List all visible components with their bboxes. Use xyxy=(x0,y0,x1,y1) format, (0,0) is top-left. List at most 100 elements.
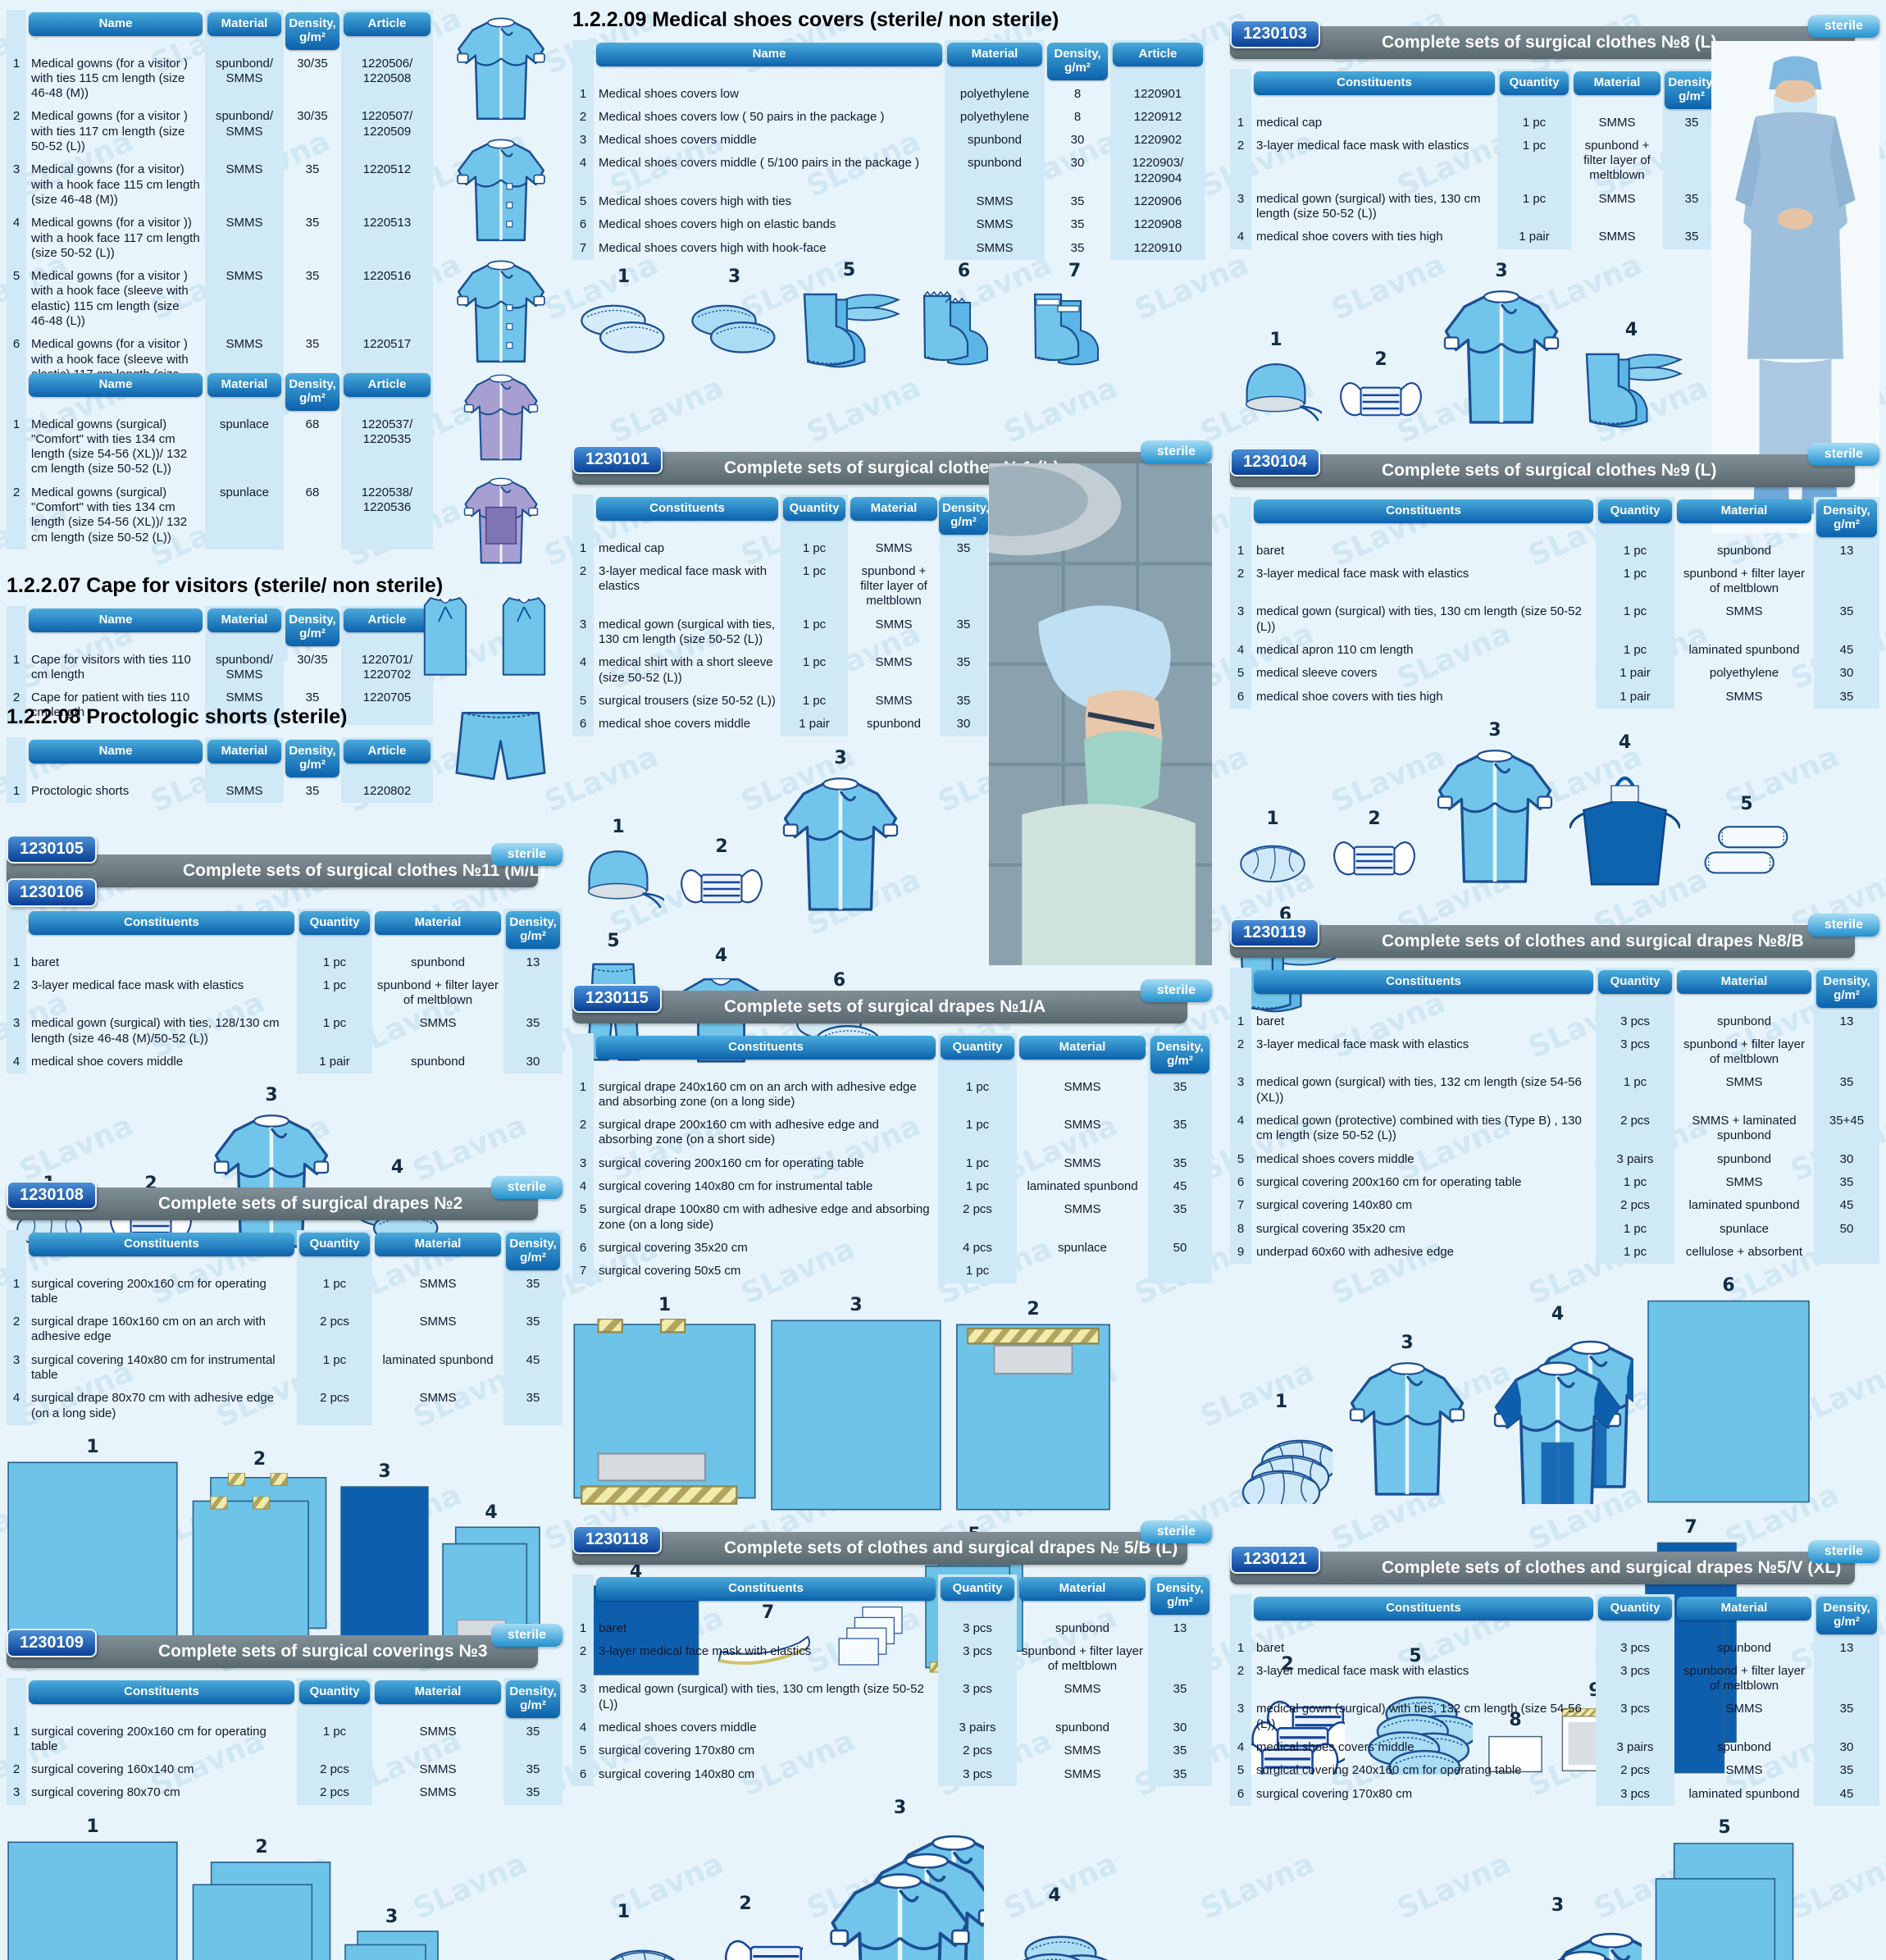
item-name: surgical drape 100x80 cm with adhesive e… xyxy=(599,1202,930,1232)
article-code-chip: 1230104 xyxy=(1230,448,1320,476)
column-header: Quantity xyxy=(1596,1594,1674,1637)
column-header: Density, g/m² xyxy=(284,737,341,780)
density: 45 xyxy=(503,1348,563,1388)
item-name: Medical gowns (surgical) "Comfort" with … xyxy=(31,485,188,545)
item-name: Medical gowns (for a visitor )) with a h… xyxy=(31,216,200,260)
article-code-chip: 1230108 xyxy=(7,1181,97,1210)
pad-illustration: 8 xyxy=(1486,1710,1545,1775)
row-number: 2 xyxy=(7,686,26,725)
column-header: Density, g/m² xyxy=(284,10,341,52)
column-header: Quantity xyxy=(1497,69,1571,112)
material: SMMS xyxy=(1725,604,1763,619)
material: SMMS xyxy=(205,779,284,803)
sterile-badge: sterile xyxy=(1807,1540,1879,1563)
density xyxy=(1814,1032,1879,1072)
column-header: Material xyxy=(372,1678,503,1721)
column-header: Material xyxy=(1571,69,1663,112)
quantity: 1 pc xyxy=(297,1720,372,1759)
row-number: 1 xyxy=(7,1720,26,1759)
density: 30 xyxy=(1814,1147,1879,1171)
material: SMMS + laminated spunbond xyxy=(1692,1114,1797,1143)
set-banner: 1230105 1230106 Complete sets of surgical … xyxy=(7,835,563,907)
illustrations xyxy=(429,13,572,369)
quantity: 1 pc xyxy=(781,689,848,713)
quantity: 1 pc xyxy=(1596,1071,1674,1110)
item-name: medical shoe covers with ties high xyxy=(1256,230,1443,244)
article: 1220908 xyxy=(1110,213,1205,237)
item-name: Medical gowns (for a visitor) with a hoo… xyxy=(31,162,200,207)
item-name: medical shirt with a short sleeve (size … xyxy=(599,655,773,685)
boothook-illustration: 7 xyxy=(1023,261,1126,371)
density: 35 xyxy=(1148,1075,1212,1114)
illustration-number: 3 xyxy=(1488,719,1501,741)
density: 35 xyxy=(503,1272,563,1311)
material: spunbond xyxy=(1717,1640,1771,1655)
column-header-pill: Name xyxy=(29,740,203,763)
column-header: Constituents xyxy=(26,909,297,951)
column-header-pill: Article xyxy=(344,609,430,632)
shoe3-illustration: 4 xyxy=(997,1885,1112,1960)
column-header: Name xyxy=(26,606,205,649)
banner-bar: Complete sets of surgical drapes №1/A xyxy=(572,991,1187,1023)
density: 45 xyxy=(1814,1194,1879,1218)
header-spacer xyxy=(572,40,594,83)
item-name: surgical covering 170x80 cm xyxy=(1256,1786,1413,1801)
drape-lg-illustration: 6 xyxy=(1647,1275,1811,1504)
column-header: Material xyxy=(1674,1594,1814,1637)
illustration-number: 6 xyxy=(957,261,971,282)
row-number: 1 xyxy=(1230,111,1251,134)
density: 13 xyxy=(503,950,563,974)
column-header: Constituents xyxy=(594,495,781,537)
row-number: 6 xyxy=(1230,1782,1251,1806)
density: 30 xyxy=(503,1051,563,1074)
material: SMMS xyxy=(1598,191,1636,206)
column-header-pill: Constituents xyxy=(1254,499,1593,523)
data-table: Constituents Quantity Material Density, g/m… xyxy=(7,1230,563,1425)
row-number: 4 xyxy=(1230,1110,1251,1148)
material: SMMS xyxy=(945,190,1045,214)
item-name: surgical covering 80x70 cm xyxy=(31,1785,180,1800)
column-header-pill: Density, g/m² xyxy=(1816,1597,1877,1634)
quantity: 1 pair xyxy=(1497,226,1571,249)
quantity: 3 pcs xyxy=(1596,1636,1674,1660)
data-table: Constituents Quantity Material Density, g/m… xyxy=(7,1678,563,1805)
column-header-pill: Density, g/m² xyxy=(939,497,989,535)
row-number: 4 xyxy=(1230,226,1251,249)
item-name: surgical covering 200x160 cm for operati… xyxy=(31,1276,266,1306)
row-number: 6 xyxy=(1230,1170,1251,1195)
item-name: surgical covering 140x80 cm xyxy=(1256,1198,1413,1213)
item-name: 3-layer medical face mask with elastics xyxy=(1256,1663,1469,1678)
illustration-number: 2 xyxy=(1027,1298,1040,1320)
quantity: 3 pairs xyxy=(1596,1147,1674,1171)
column-header: Material xyxy=(1017,1575,1148,1617)
item-name: surgical covering 140x80 cm for instrume… xyxy=(31,1352,276,1383)
row-number: 6 xyxy=(572,213,594,237)
quantity: 2 pcs xyxy=(297,1781,372,1805)
item-name: Medical shoes covers middle xyxy=(599,133,757,148)
banner-bar: Complete sets of clothes and surgical dr… xyxy=(1230,1552,1855,1584)
header-spacer xyxy=(7,371,26,413)
item-name: 3-layer medical face mask with elastics xyxy=(31,978,244,992)
gown3-illustration: 3 xyxy=(816,1798,984,1960)
row-number: 2 xyxy=(1230,562,1251,601)
data-table: Name Material Density, g/m² Article 1 Medical… xyxy=(572,40,1205,260)
row-number: 6 xyxy=(572,713,594,736)
quantity: 4 pcs xyxy=(938,1236,1017,1260)
section-M3: 1230115 Complete sets of surgical drapes … xyxy=(572,978,1212,1675)
illustration-number: 1 xyxy=(1266,808,1279,829)
density: 13 xyxy=(1814,1636,1879,1660)
material: laminated spunbond xyxy=(1688,643,1800,658)
density: 35 xyxy=(503,1781,563,1805)
header-spacer xyxy=(572,495,594,537)
section-M4: 1230118 Complete sets of clothes and surg… xyxy=(572,1519,1212,1960)
section-L8: 1230108 Complete sets of surgical drapes … xyxy=(7,1174,563,1653)
row-number: 5 xyxy=(1230,662,1251,686)
surgeon-photo xyxy=(989,463,1212,965)
trousers-illustration: 5 xyxy=(572,931,654,1069)
illustration-number: 4 xyxy=(1551,1304,1565,1325)
row-number: 1 xyxy=(1230,1636,1251,1660)
illustrations: 1 2 3 4 xyxy=(7,1437,563,1653)
article-code-chip: 1230105 xyxy=(7,835,97,864)
column-header-pill: Quantity xyxy=(941,1036,1014,1060)
